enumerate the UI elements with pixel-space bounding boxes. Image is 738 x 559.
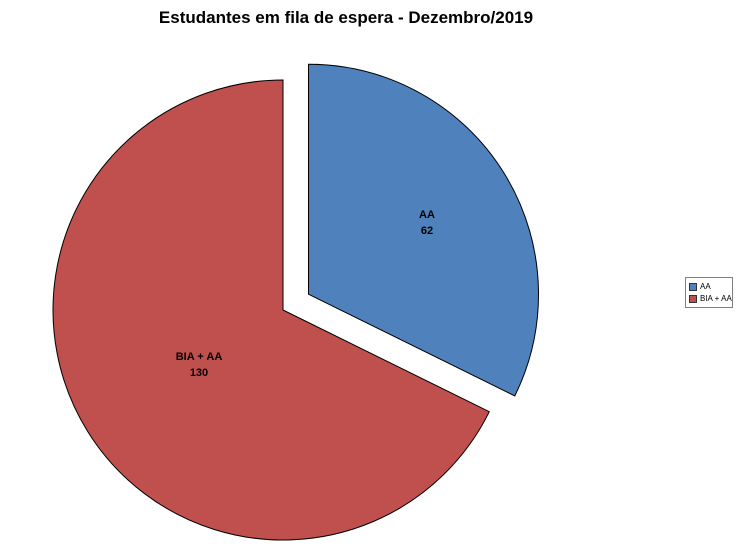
- pie-slice-bia-aa: [52, 79, 490, 541]
- legend-label-aa: AA: [700, 282, 711, 291]
- legend: AA BIA + AA: [685, 277, 733, 308]
- legend-item-aa: AA: [689, 282, 729, 291]
- legend-swatch-bia-aa-icon: [689, 294, 697, 303]
- legend-swatch-aa-icon: [689, 282, 697, 291]
- legend-item-bia-aa: BIA + AA: [689, 294, 732, 303]
- legend-label-bia-aa: BIA + AA: [700, 294, 732, 303]
- chart-title: Estudantes em fila de espera - Dezembro/…: [158, 8, 534, 27]
- pie-slice-aa: [308, 63, 539, 397]
